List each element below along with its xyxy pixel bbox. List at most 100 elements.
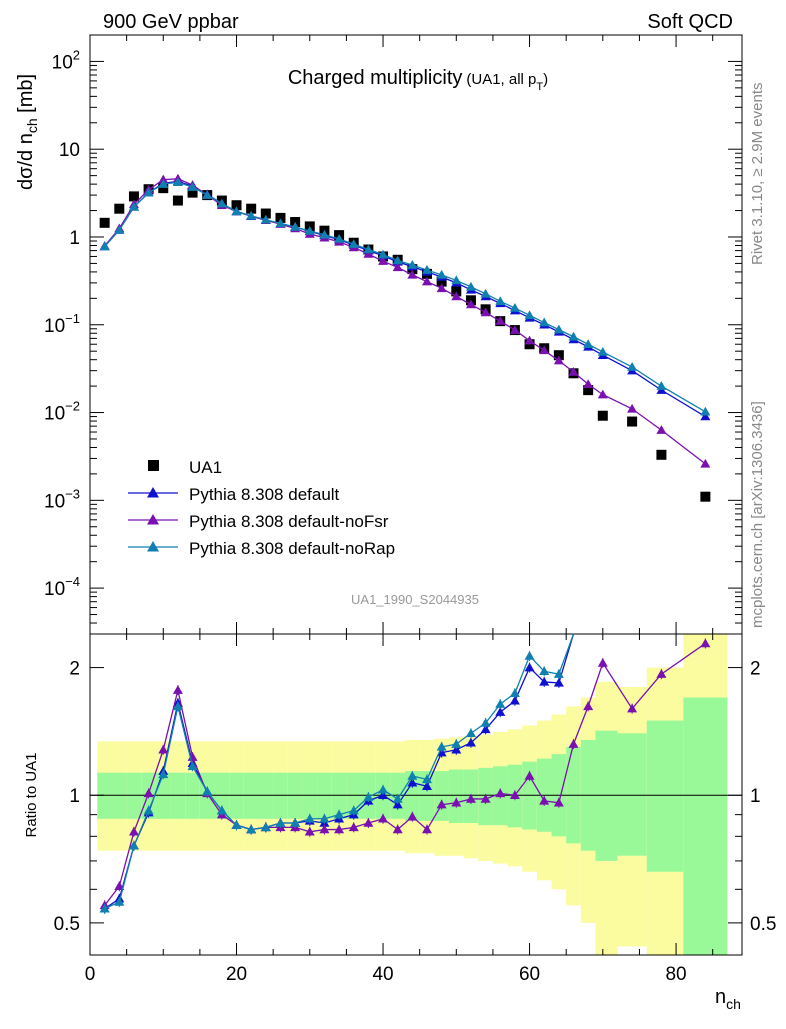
mc-point-2 <box>436 283 447 293</box>
ratio-point-2 <box>319 813 330 823</box>
x-tick-label: 0 <box>85 964 96 985</box>
chart-title: Charged multiplicity (UA1, all pT) <box>288 67 548 93</box>
y-tick-label: 10−2 <box>44 399 80 425</box>
x-axis-label-sub: ch <box>726 996 741 1012</box>
band-inner-bin <box>273 772 288 819</box>
mc-point-2 <box>158 174 169 184</box>
x-axis-label-main: n <box>715 986 726 1008</box>
data-point-ua1 <box>597 410 608 421</box>
mc-point-3 <box>656 381 667 390</box>
ratio-point-2 <box>378 784 389 794</box>
band-inner-bin <box>287 772 303 819</box>
x-tick-label: 60 <box>519 964 540 985</box>
band-inner-bin <box>419 771 435 821</box>
data-point-ua1 <box>553 350 564 361</box>
ratio-point-2 <box>290 818 301 827</box>
ratio-point-0 <box>480 724 491 734</box>
ratio-point-1 <box>480 793 491 803</box>
mc-point-3 <box>700 406 711 416</box>
legend-label: UA1 <box>189 458 222 477</box>
mc-point-3 <box>202 190 213 199</box>
header-left: 900 GeV ppbar <box>103 11 239 33</box>
ratio-point-2 <box>480 718 491 727</box>
mc-point-2 <box>568 366 579 376</box>
ratio-point-2 <box>231 820 242 829</box>
band-inner-bin <box>646 720 684 872</box>
ratio-point-2 <box>421 774 432 784</box>
ratio-point-1 <box>495 788 506 798</box>
legend-marker-2 <box>147 514 159 525</box>
mc-point-3 <box>539 317 550 327</box>
mc-point-3 <box>378 249 389 259</box>
x-tick-label: 80 <box>665 964 686 985</box>
mc-point-3 <box>583 339 594 348</box>
y-tick-label: 10 <box>59 140 80 161</box>
ratio-point-0 <box>451 744 462 754</box>
mc-line-1 <box>104 180 706 418</box>
mc-point-3 <box>172 177 183 187</box>
legend-marker-1 <box>147 487 159 498</box>
ratio-series-group <box>99 634 711 914</box>
ratio-point-1 <box>348 822 359 832</box>
ratio-point-2 <box>304 813 315 823</box>
data-point-ua1 <box>627 416 638 427</box>
ratio-point-2 <box>451 739 462 748</box>
ratio-tick-label-left: 1 <box>69 786 80 807</box>
mc-point-3 <box>348 239 359 248</box>
legend-marker-3 <box>147 541 159 552</box>
legend-label: Pythia 8.308 default-noRap <box>189 539 395 558</box>
ratio-panel-frame <box>89 633 743 956</box>
mc-point-2 <box>553 355 564 365</box>
ratio-point-0 <box>392 799 403 809</box>
ratio-point-2 <box>275 818 286 827</box>
legend-marker-ua1 <box>148 460 159 471</box>
band-inner-bin <box>617 733 647 856</box>
mc-point-3 <box>509 303 520 312</box>
mc-point-3 <box>524 310 535 320</box>
ratio-point-1 <box>114 881 125 891</box>
ratio-point-1 <box>700 638 711 648</box>
mc-point-3 <box>143 187 154 197</box>
ratio-point-2 <box>158 769 169 779</box>
side-label-mcplots: mcplots.cern.ch [arXiv:1306.3436] <box>749 401 766 628</box>
ratio-point-1 <box>436 799 447 809</box>
band-inner-bin <box>595 730 618 861</box>
mc-point-2 <box>451 291 462 301</box>
data-point-ua1 <box>656 449 667 460</box>
mc-point-3 <box>187 182 198 191</box>
ratio-point-2 <box>392 793 403 803</box>
band-inner-bin <box>448 769 464 824</box>
chart-title-sub: (UA1, all p <box>466 71 536 88</box>
mc-point-3 <box>114 225 125 234</box>
ratio-point-1 <box>524 771 535 780</box>
ratio-point-1 <box>597 658 608 667</box>
mc-point-2 <box>480 307 491 317</box>
ratio-point-1 <box>656 669 667 678</box>
ratio-point-0 <box>509 695 520 705</box>
data-point-ua1 <box>436 276 447 287</box>
ratio-axis-label: Ratio to UA1 <box>23 752 40 837</box>
ratio-point-1 <box>158 744 169 754</box>
ratio-point-2 <box>465 728 476 738</box>
data-point-ua1 <box>172 195 183 206</box>
mc-point-2 <box>656 425 667 434</box>
y-axis-label-sub: ch <box>24 118 40 133</box>
band-inner-bin <box>302 772 318 819</box>
band-inner-bin <box>229 772 244 819</box>
mc-point-1 <box>700 411 711 421</box>
ratio-point-1 <box>319 824 330 834</box>
y-tick-label: 102 <box>52 47 80 73</box>
band-inner-bin <box>258 772 274 819</box>
ratio-point-1 <box>465 793 476 803</box>
ratio-tick-label-right: 0.5 <box>750 914 776 935</box>
ratio-panel: 0 20 40 60 80 0.5 0.5 1 1 2 2 <box>54 633 776 985</box>
mc-point-3 <box>290 221 301 231</box>
mc-point-3 <box>128 201 139 211</box>
mc-point-3 <box>627 362 638 371</box>
top-panel-frame <box>89 34 743 635</box>
data-point-ua1 <box>99 217 110 228</box>
ratio-point-1 <box>378 813 389 823</box>
side-label-rivet: Rivet 3.1.10, ≥ 2.9M events <box>749 83 766 266</box>
chart-title-sub-index: T <box>536 81 543 93</box>
